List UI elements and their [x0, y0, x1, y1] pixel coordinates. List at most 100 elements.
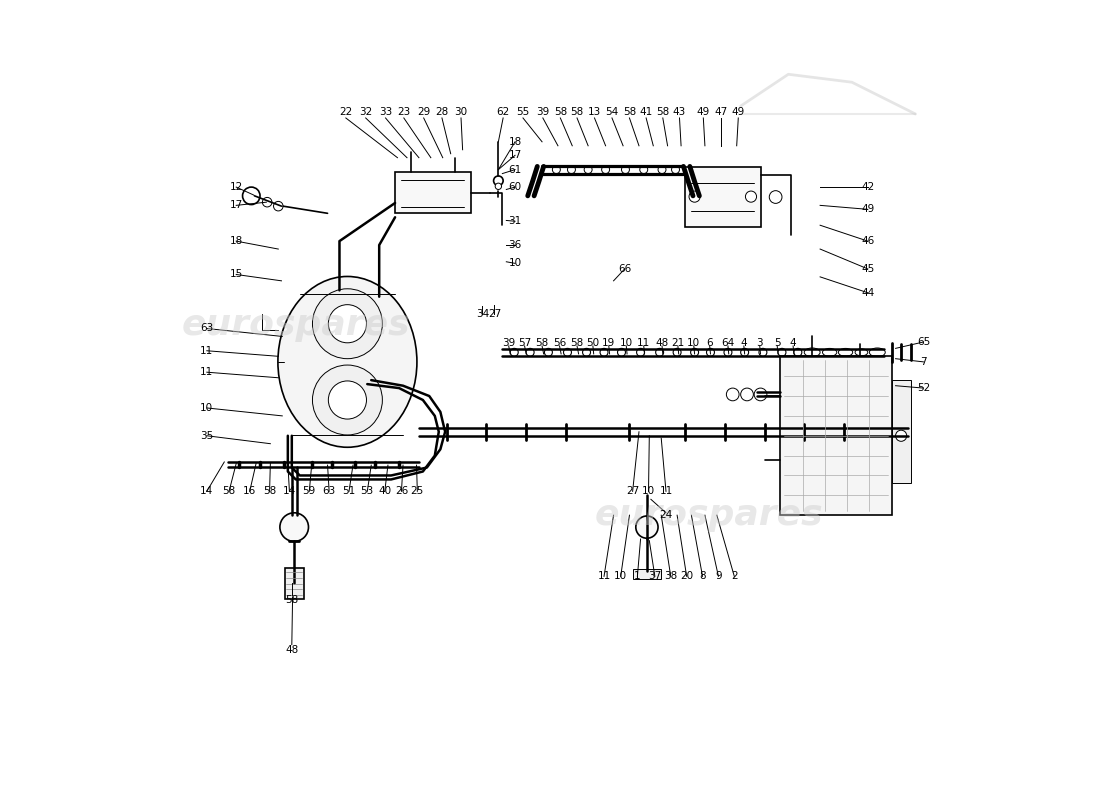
Circle shape [544, 348, 552, 356]
Circle shape [726, 388, 739, 401]
Text: 66: 66 [618, 264, 631, 274]
Circle shape [568, 166, 575, 174]
Text: 47: 47 [714, 107, 727, 118]
Circle shape [526, 348, 535, 356]
Text: 49: 49 [696, 107, 710, 118]
Circle shape [673, 348, 681, 356]
Text: 57: 57 [518, 338, 531, 348]
Circle shape [740, 388, 754, 401]
Text: 32: 32 [359, 107, 372, 118]
Text: 23: 23 [397, 107, 410, 118]
Text: 3: 3 [757, 338, 763, 348]
Text: 18: 18 [230, 236, 243, 246]
Text: 10: 10 [508, 258, 521, 268]
Circle shape [312, 289, 383, 358]
Ellipse shape [804, 348, 821, 357]
Text: 16: 16 [243, 486, 256, 496]
Text: 51: 51 [342, 486, 355, 496]
Text: 58: 58 [222, 486, 235, 496]
Text: 63: 63 [200, 323, 213, 334]
Text: 22: 22 [339, 107, 352, 118]
Circle shape [724, 348, 732, 356]
Circle shape [329, 381, 366, 419]
Text: 58: 58 [657, 107, 670, 118]
Circle shape [617, 348, 626, 356]
Text: 4: 4 [740, 338, 747, 348]
Text: 38: 38 [664, 571, 678, 582]
Text: 30: 30 [454, 107, 467, 118]
Text: 15: 15 [230, 270, 243, 279]
Text: 11: 11 [200, 346, 213, 356]
Circle shape [621, 166, 629, 174]
Circle shape [640, 166, 648, 174]
Text: 14: 14 [283, 486, 296, 496]
Text: 12: 12 [230, 182, 243, 192]
Ellipse shape [823, 349, 837, 356]
Text: 21: 21 [671, 338, 684, 348]
Text: 37: 37 [648, 571, 661, 582]
Text: 25: 25 [410, 486, 424, 496]
Text: 50: 50 [586, 338, 600, 348]
Circle shape [778, 348, 785, 356]
Text: 54: 54 [605, 107, 618, 118]
Circle shape [706, 348, 715, 356]
Text: 20: 20 [680, 571, 693, 582]
Text: 10: 10 [688, 338, 701, 348]
Text: 28: 28 [436, 107, 449, 118]
Text: 11: 11 [637, 338, 650, 348]
Text: 63: 63 [322, 486, 335, 496]
Text: 17: 17 [230, 200, 243, 210]
Text: 27: 27 [626, 486, 639, 496]
Text: 58: 58 [623, 107, 636, 118]
Circle shape [637, 348, 645, 356]
Circle shape [794, 348, 802, 356]
Text: 39: 39 [502, 338, 515, 348]
Text: 19: 19 [602, 338, 615, 348]
Text: 10: 10 [200, 403, 213, 413]
Circle shape [759, 348, 767, 356]
Circle shape [510, 348, 518, 356]
Bar [685, 167, 760, 227]
Circle shape [563, 348, 572, 356]
Circle shape [672, 166, 680, 174]
Text: 49: 49 [861, 204, 875, 214]
Circle shape [274, 202, 283, 211]
Ellipse shape [278, 277, 417, 447]
Circle shape [755, 388, 767, 401]
Circle shape [494, 176, 503, 186]
Text: 58: 58 [263, 486, 276, 496]
Text: 11: 11 [659, 486, 672, 496]
Text: 42: 42 [861, 182, 875, 192]
Circle shape [495, 183, 502, 190]
Circle shape [243, 187, 260, 205]
Text: 11: 11 [200, 367, 213, 377]
Bar [780, 356, 892, 515]
Text: 53: 53 [361, 486, 374, 496]
Circle shape [740, 348, 749, 356]
Text: 46: 46 [861, 236, 875, 246]
Text: 1: 1 [634, 571, 640, 582]
Text: eurospares: eurospares [182, 307, 410, 342]
Text: eurospares: eurospares [595, 498, 823, 532]
Text: 17: 17 [508, 150, 521, 160]
Bar [892, 380, 912, 483]
Text: 4: 4 [790, 338, 796, 348]
Bar [632, 570, 661, 578]
Text: 27: 27 [487, 309, 500, 319]
Circle shape [584, 166, 592, 174]
Text: 9: 9 [715, 571, 722, 582]
Text: 10: 10 [614, 571, 627, 582]
Circle shape [552, 166, 560, 174]
Bar [285, 569, 304, 598]
Text: 18: 18 [508, 137, 521, 147]
Text: 33: 33 [378, 107, 393, 118]
Text: 58: 58 [571, 107, 584, 118]
Bar [395, 172, 471, 214]
Circle shape [601, 348, 608, 356]
Ellipse shape [838, 349, 853, 356]
Circle shape [658, 166, 666, 174]
Text: 6: 6 [706, 338, 713, 348]
Text: 55: 55 [516, 107, 529, 118]
Text: 36: 36 [508, 240, 521, 250]
Circle shape [689, 191, 701, 202]
